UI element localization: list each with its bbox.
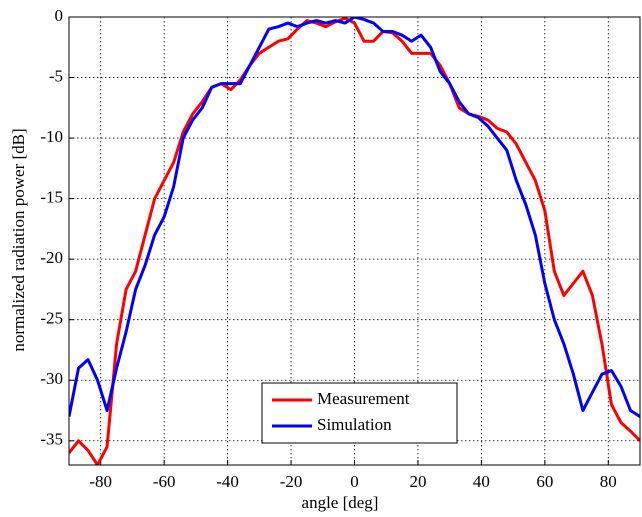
x-tick-label: 0 <box>350 472 359 491</box>
legend-label: Simulation <box>317 415 392 434</box>
x-tick-label: 80 <box>600 472 617 491</box>
x-tick-label: -20 <box>280 472 303 491</box>
series-line <box>69 17 640 465</box>
y-tick-label: -35 <box>40 430 63 449</box>
legend-box <box>261 382 458 444</box>
y-tick-label: -15 <box>40 188 63 207</box>
y-tick-label: -10 <box>40 127 63 146</box>
x-tick-label: 20 <box>409 472 426 491</box>
y-tick-label: -30 <box>40 369 63 388</box>
y-tick-label: -25 <box>40 309 63 328</box>
y-tick-label: -20 <box>40 248 63 267</box>
x-tick-label: 40 <box>473 472 490 491</box>
y-axis-label: normalized radiation power [dB] <box>9 128 28 351</box>
x-tick-label: 60 <box>536 472 553 491</box>
x-tick-label: -60 <box>153 472 176 491</box>
series-line <box>69 17 640 418</box>
plot-frame <box>68 16 641 466</box>
x-tick-label: -80 <box>89 472 112 491</box>
x-axis-label: angle [deg] <box>302 493 379 512</box>
x-tick-label: -40 <box>216 472 239 491</box>
y-tick-label: 0 <box>55 6 64 25</box>
y-tick-label: -5 <box>49 66 63 85</box>
legend-label: Measurement <box>317 389 410 408</box>
